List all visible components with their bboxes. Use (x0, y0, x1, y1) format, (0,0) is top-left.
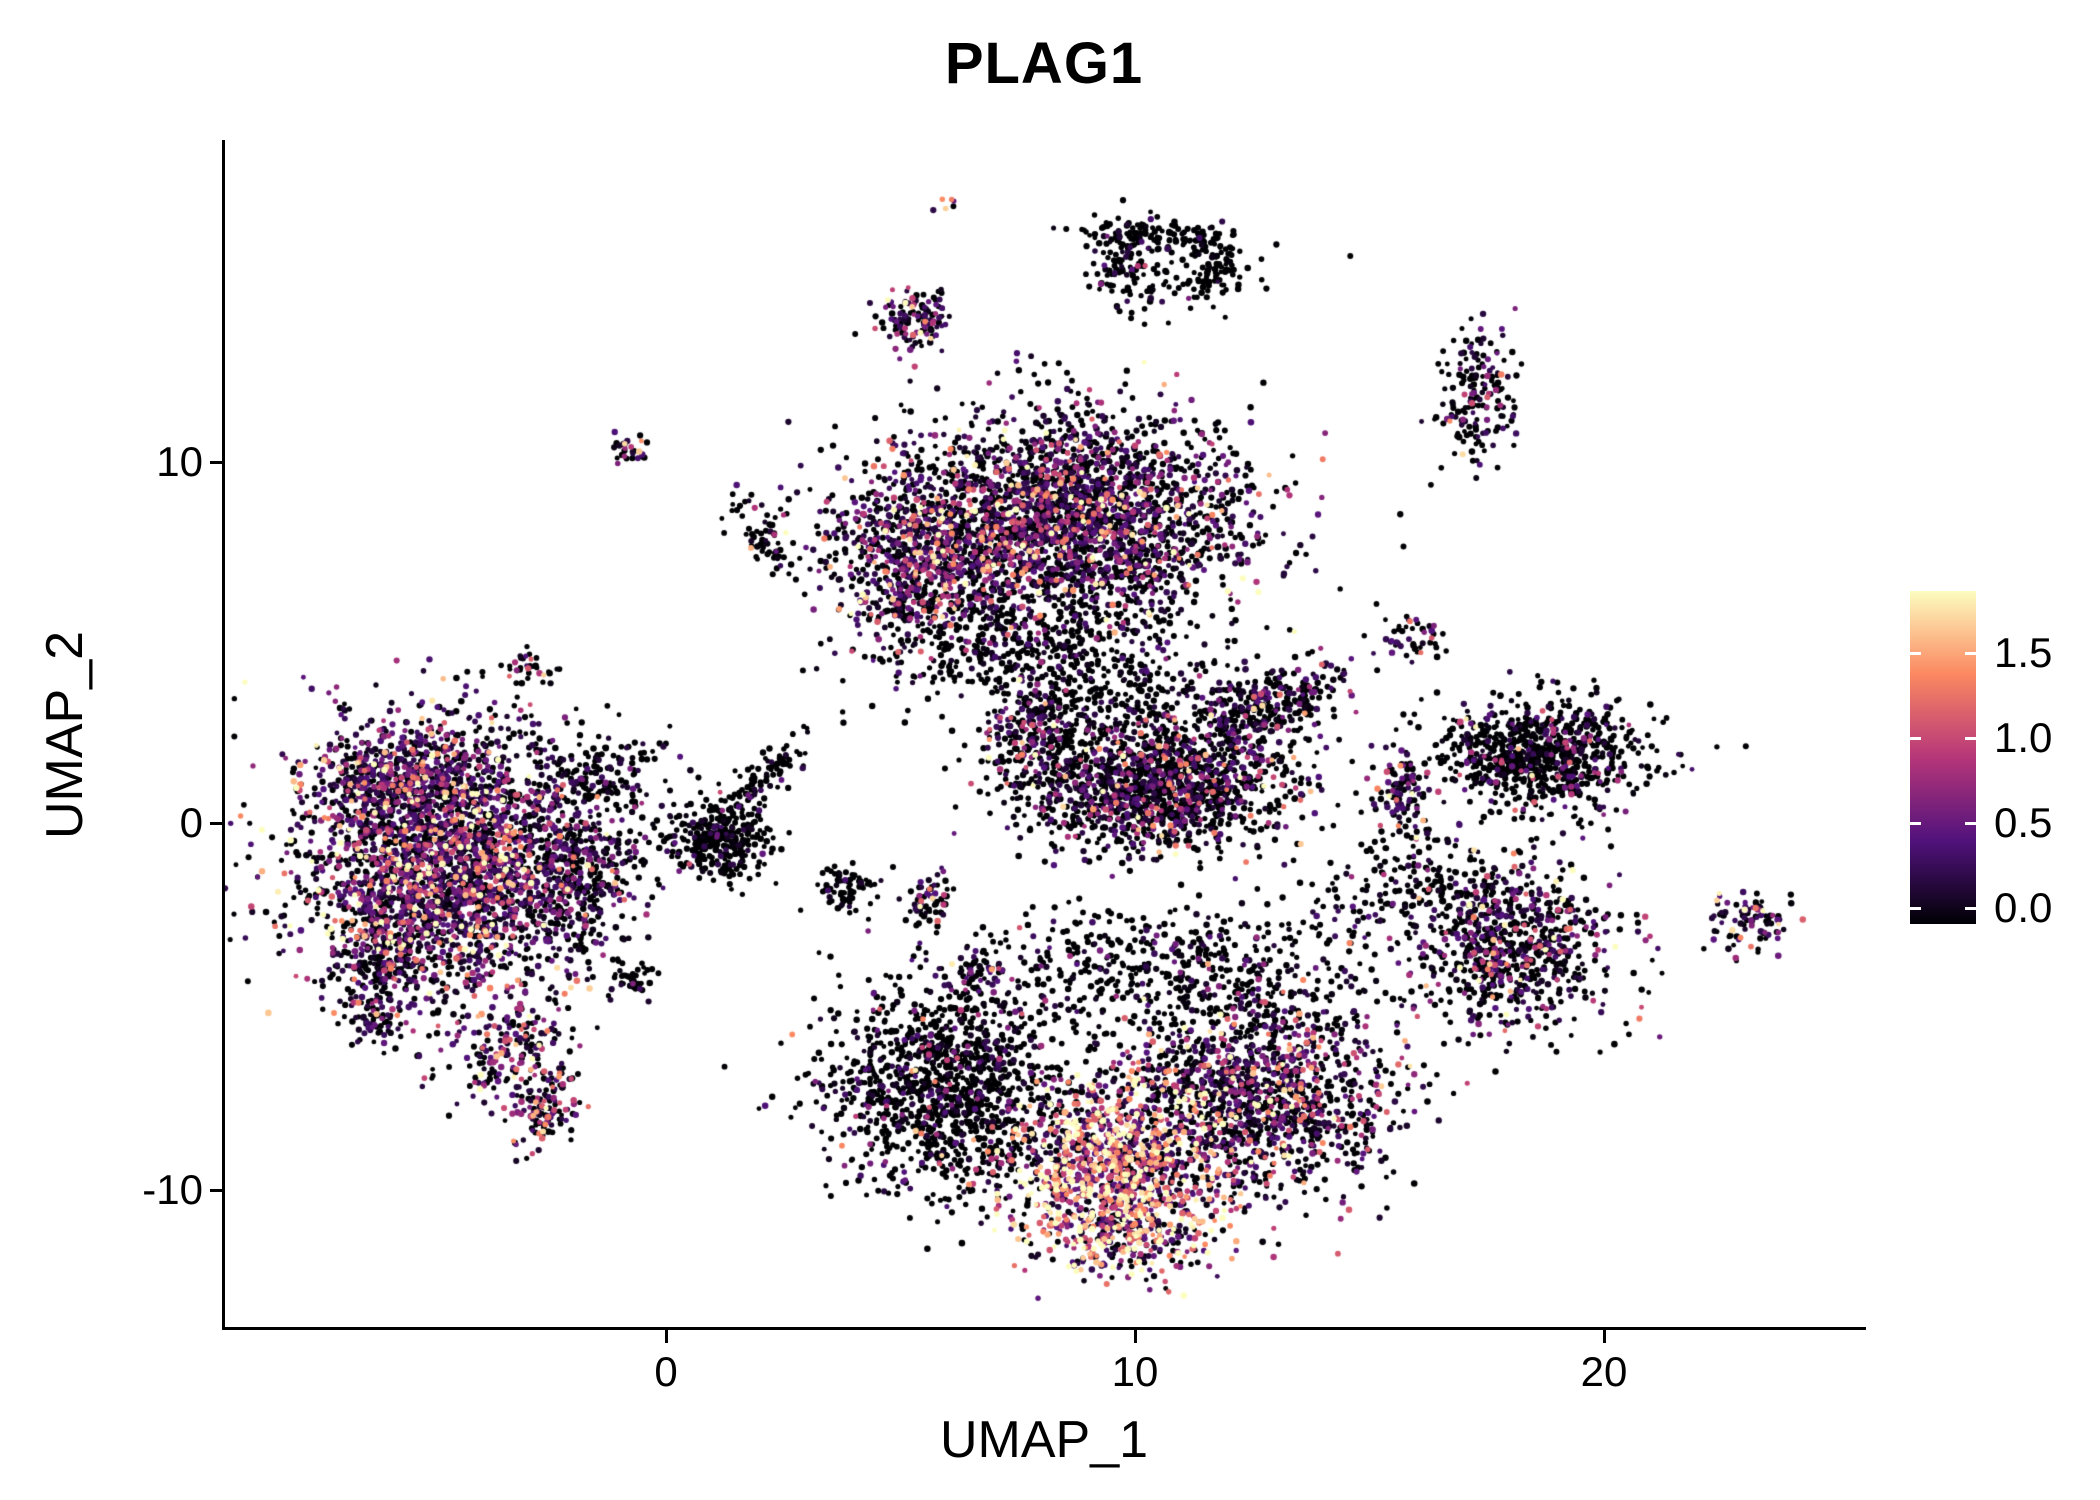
colorbar-tick-0.0-right (1965, 907, 1976, 910)
y-tick-label-n10: -10 (142, 1166, 203, 1213)
colorbar-tick-0.0-left (1910, 907, 1921, 910)
x-tick-mark-20 (1603, 1330, 1606, 1343)
colorbar-label-0.0: 0.0 (1994, 884, 2053, 931)
y-axis-line (222, 140, 225, 1330)
y-tick-mark-10 (210, 461, 223, 464)
colorbar-tick-1.5-right (1965, 652, 1976, 655)
y-tick-label-0: 0 (179, 799, 203, 846)
x-axis-line (222, 1327, 1866, 1330)
y-tick-mark-0 (210, 822, 223, 825)
x-axis-label: UMAP_1 (939, 1411, 1149, 1469)
expression-colorbar (1910, 591, 1976, 924)
colorbar-tick-1.0-left (1910, 737, 1921, 740)
y-axis-label: UMAP_2 (36, 630, 94, 840)
colorbar-tick-0.5-left (1910, 822, 1921, 825)
colorbar-label-0.5: 0.5 (1994, 799, 2053, 846)
y-tick-mark-n10 (210, 1189, 223, 1192)
colorbar-tick-0.5-right (1965, 822, 1976, 825)
x-tick-label-10: 10 (1111, 1348, 1159, 1395)
plot-title: PLAG1 (944, 31, 1144, 96)
y-tick-label-10: 10 (156, 438, 203, 485)
colorbar-tick-1.5-left (1910, 652, 1921, 655)
colorbar-tick-1.0-right (1965, 737, 1976, 740)
colorbar-label-1.5: 1.5 (1994, 629, 2053, 676)
x-tick-label-20: 20 (1580, 1348, 1628, 1395)
x-tick-mark-10 (1134, 1330, 1137, 1343)
x-tick-mark-0 (665, 1330, 668, 1343)
umap-scatter-canvas (225, 140, 1863, 1327)
x-tick-label-0: 0 (654, 1348, 678, 1395)
colorbar-label-1.0: 1.0 (1994, 714, 2053, 761)
